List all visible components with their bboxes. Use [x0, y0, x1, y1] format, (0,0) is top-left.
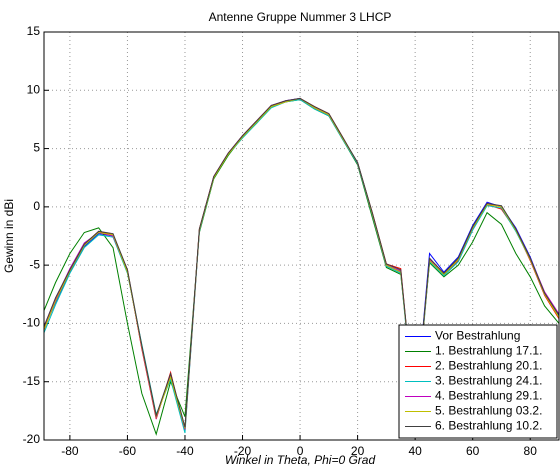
x-tick-label: -60	[119, 444, 137, 458]
y-tick-label: -20	[23, 432, 41, 446]
x-tick-label: 80	[524, 444, 538, 458]
y-tick-label: -15	[23, 374, 41, 388]
x-tick-label: 0	[297, 444, 304, 458]
x-tick-label: -80	[61, 444, 79, 458]
x-tick-label: 20	[351, 444, 365, 458]
x-axis-label: Winkel in Theta, Phi=0 Grad	[225, 453, 376, 467]
x-tick-label: 60	[466, 444, 480, 458]
legend-label: Vor Bestrahlung	[435, 329, 520, 343]
legend-label: 2. Bestrahlung 20.1.	[435, 359, 542, 373]
plot-area	[44, 97, 559, 436]
legend-label: 3. Bestrahlung 24.1.	[435, 374, 542, 388]
legend-label: 4. Bestrahlung 29.1.	[435, 389, 542, 403]
series-line	[44, 97, 559, 428]
x-tick-label: -20	[234, 444, 252, 458]
plot-frame	[43, 31, 560, 441]
y-tick-label: 10	[27, 82, 41, 96]
y-tick-label: 0	[33, 199, 40, 213]
x-tick-label: -40	[176, 444, 194, 458]
legend-label: 6. Bestrahlung 10.2.	[435, 419, 542, 433]
chart-title: Antenne Gruppe Nummer 3 LHCP	[209, 10, 392, 24]
x-tick-label: 40	[408, 444, 422, 458]
y-tick-label: -10	[23, 316, 41, 330]
legend-label: 5. Bestrahlung 03.2.	[435, 404, 542, 418]
y-tick-label: 5	[33, 141, 40, 155]
legend-label: 1. Bestrahlung 17.1.	[435, 344, 542, 358]
y-tick-label: 15	[27, 24, 41, 38]
y-axis-label: Gewinn in dBi	[2, 199, 16, 273]
y-tick-label: -5	[29, 257, 40, 271]
